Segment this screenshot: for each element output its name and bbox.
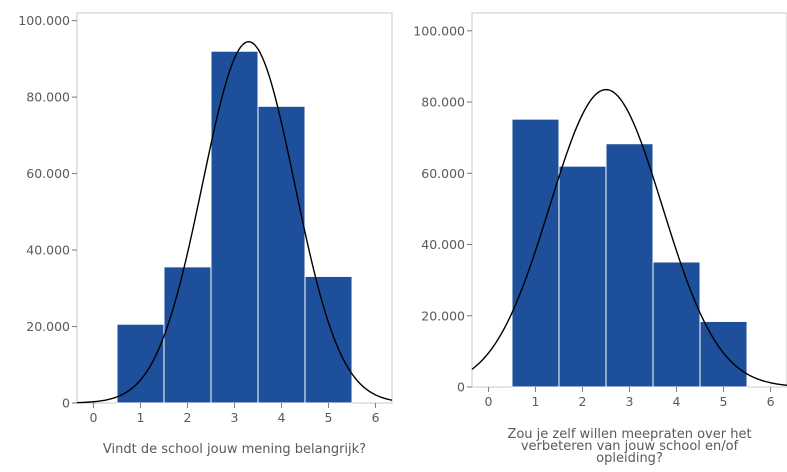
histogram-bar	[699, 320, 748, 388]
x-axis-title: verbeteren van jouw school en/of	[521, 439, 739, 454]
x-tick-label: 2	[184, 410, 192, 425]
y-tick-label: 40.000	[26, 243, 70, 258]
x-tick-label: 4	[673, 394, 681, 409]
y-tick-label: 80.000	[421, 95, 465, 110]
x-tick-label: 6	[767, 394, 775, 409]
x-tick-label: 0	[89, 410, 97, 425]
histogram-bar	[558, 165, 607, 388]
histogram-bar	[257, 105, 306, 404]
x-tick-label: 6	[372, 410, 380, 425]
y-tick-label: 100.000	[413, 23, 465, 38]
histogram-bar	[304, 275, 353, 404]
histogram-bar	[210, 50, 259, 404]
x-tick-label: 1	[531, 394, 539, 409]
x-tick-label: 4	[278, 410, 286, 425]
y-tick-label: 20.000	[26, 319, 70, 334]
histogram-bar	[116, 323, 165, 404]
x-tick-label: 2	[579, 394, 587, 409]
x-tick-label: 3	[626, 394, 634, 409]
x-tick-label: 3	[231, 410, 239, 425]
y-tick-label: 0	[457, 380, 465, 395]
histogram-bar	[163, 266, 212, 404]
x-axis-title: Vindt de school jouw mening belangrijk?	[103, 442, 366, 457]
chart-panel-1: 0 20.000 40.000 60.000 80.000 100.000 0 1 2 3 4 5 6 V…	[18, 12, 393, 457]
y-tick-label: 40.000	[421, 237, 465, 252]
histogram-bar	[605, 143, 654, 388]
y-tick-label: 60.000	[26, 166, 70, 181]
x-tick-label: 0	[484, 394, 492, 409]
y-tick-label: 100.000	[18, 13, 70, 28]
y-tick-label: 60.000	[421, 166, 465, 181]
x-tick-label: 1	[136, 410, 144, 425]
x-axis-title: Zou je zelf willen meepraten over het	[507, 427, 751, 442]
y-tick-label: 20.000	[421, 308, 465, 323]
x-tick-label: 5	[325, 410, 333, 425]
chart-panel-2: 0 20.000 40.000 60.000 80.000 100.000 0 1 2 3 4 5 6 Z…	[413, 12, 787, 466]
x-tick-label: 5	[720, 394, 728, 409]
normal-curve	[471, 88, 787, 386]
x-axis-title: opleiding?	[596, 451, 663, 466]
y-tick-label: 80.000	[26, 90, 70, 105]
histogram-bar	[511, 118, 560, 388]
y-tick-label: 0	[62, 396, 70, 411]
normal-curve	[76, 40, 393, 404]
histogram-bar	[652, 261, 701, 388]
